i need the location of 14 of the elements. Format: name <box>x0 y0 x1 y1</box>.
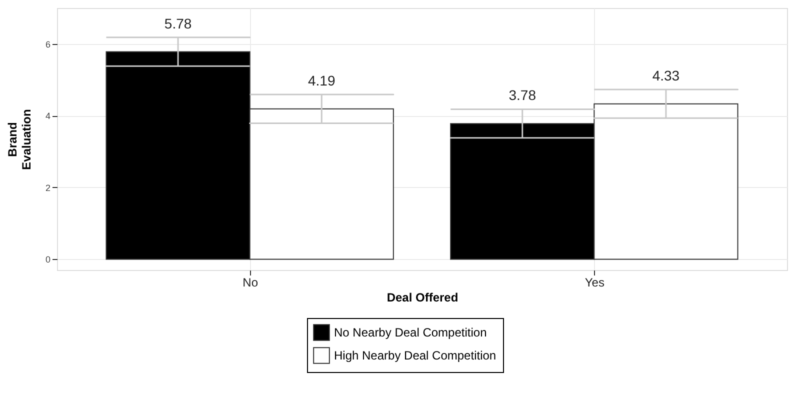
y-tick-label: 0 <box>45 254 50 265</box>
y-tick-label: 6 <box>45 39 50 50</box>
data-label: 5.78 <box>164 15 192 32</box>
legend-label: High Nearby Deal Competition <box>334 348 496 362</box>
x-axis-title: Deal Offered <box>386 290 458 304</box>
data-label: 4.19 <box>308 72 336 88</box>
y-tick-label: 2 <box>45 182 50 193</box>
x-tick-label: No <box>242 276 258 290</box>
data-label: 3.78 <box>508 87 536 104</box>
data-label: 4.33 <box>652 67 680 84</box>
x-tick-label: Yes <box>584 276 604 290</box>
y-tick-label: 4 <box>45 111 50 122</box>
legend-label: No Nearby Deal Competition <box>334 326 487 340</box>
y-axis-title: Brand Evaluation <box>5 109 34 170</box>
